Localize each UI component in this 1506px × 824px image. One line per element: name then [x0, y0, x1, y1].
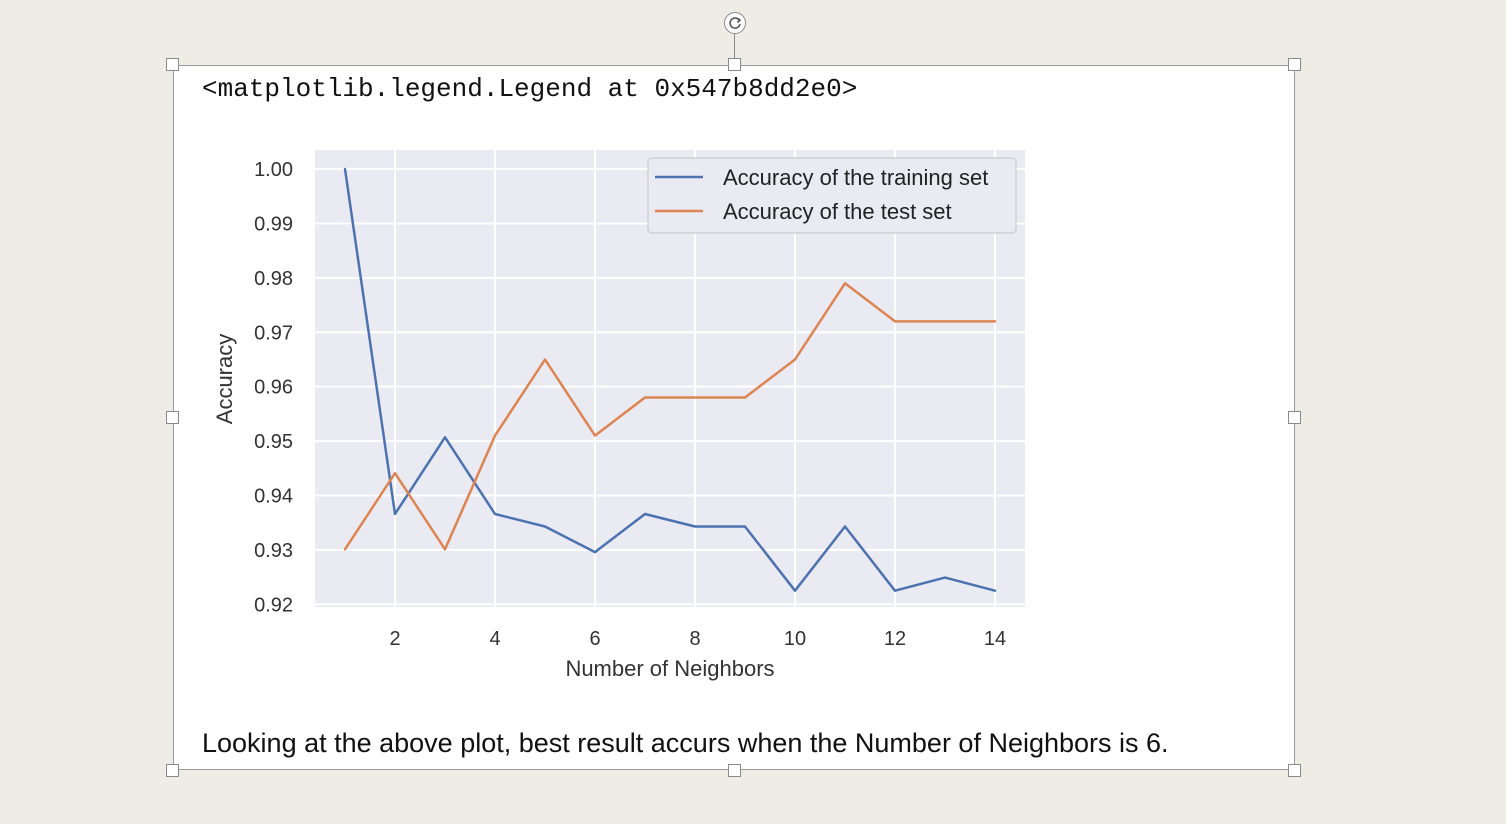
output-repr-text: <matplotlib.legend.Legend at 0x547b8dd2e…: [202, 74, 858, 104]
x-tick-label: 6: [589, 628, 600, 650]
accuracy-line-chart: 0.92 0.93 0.94 0.95 0.96 0.97 0.98 0.99 1.00 2 4 6…: [212, 150, 1025, 681]
series-line-training: [343, 167, 997, 592]
y-tick-label: 0.94: [254, 485, 293, 507]
x-tick-label: 2: [389, 628, 400, 650]
y-tick-labels: 0.92 0.93 0.94 0.95 0.96 0.97 0.98 0.99 1.00: [254, 159, 293, 616]
resize-handle-top-right[interactable]: [1288, 58, 1301, 71]
x-tick-label: 10: [784, 628, 806, 650]
series-lines: [343, 167, 997, 592]
resize-handle-middle-left[interactable]: [166, 411, 179, 424]
x-axis-label: Number of Neighbors: [565, 656, 774, 681]
x-tick-label: 8: [689, 628, 700, 650]
resize-handle-bottom-right[interactable]: [1288, 764, 1301, 777]
rotate-icon[interactable]: [724, 12, 746, 34]
resize-handle-bottom-center[interactable]: [728, 764, 741, 777]
x-tick-label: 4: [489, 628, 500, 650]
legend-box: [647, 157, 1017, 234]
y-axis-label: Accuracy: [212, 334, 237, 424]
y-tick-label: 0.93: [254, 540, 293, 562]
x-tick-label: 14: [984, 628, 1006, 650]
resize-handle-top-left[interactable]: [166, 58, 179, 71]
y-tick-label: 1.00: [254, 159, 293, 181]
rotation-handle-stem: [734, 33, 735, 59]
resize-handle-bottom-left[interactable]: [166, 764, 179, 777]
y-tick-label: 0.96: [254, 377, 293, 399]
resize-handle-middle-right[interactable]: [1288, 411, 1301, 424]
x-tick-labels: 2 4 6 8 10 12 14: [389, 628, 1006, 650]
y-tick-label: 0.99: [254, 213, 293, 235]
y-tick-label: 0.95: [254, 431, 293, 453]
legend: Accuracy of the training set Accuracy of…: [647, 157, 1017, 234]
legend-label-training: Accuracy of the training set: [723, 165, 988, 190]
y-tick-label: 0.92: [254, 594, 293, 616]
legend-label-test: Accuracy of the test set: [723, 199, 952, 224]
analysis-caption: Looking at the above plot, best result a…: [202, 728, 1169, 758]
y-tick-label: 0.98: [254, 268, 293, 290]
resize-handle-top-center[interactable]: [728, 58, 741, 71]
y-tick-label: 0.97: [254, 322, 293, 344]
grid-lines: [315, 150, 1025, 607]
series-line-test: [343, 282, 997, 551]
x-tick-label: 12: [884, 628, 906, 650]
